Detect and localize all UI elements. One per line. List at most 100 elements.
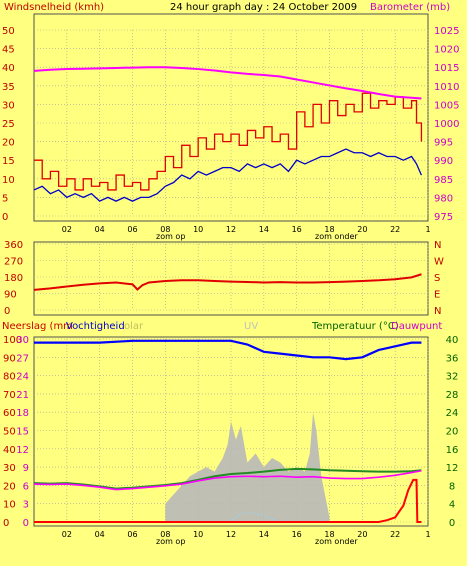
direction-y-tick: 270	[4, 257, 23, 268]
x-tick-top: 22	[390, 225, 400, 234]
dewpoint-y-tick: 21	[16, 390, 29, 401]
temperature-y-tick: 12	[446, 463, 459, 474]
rain-line	[34, 478, 422, 523]
wind-y-tick: 0	[2, 212, 8, 223]
x-tick-bottom: 02	[62, 530, 72, 539]
rain-y-tick: 70	[3, 390, 16, 401]
dewpoint-y-tick: 6	[23, 481, 29, 492]
direction-panel-frame	[33, 241, 429, 316]
temperature-y-tick: 24	[446, 408, 459, 419]
rain-y-tick: 20	[3, 481, 16, 492]
rain-y-tick: 0	[3, 518, 9, 529]
temperature-y-tick: 0	[449, 518, 455, 529]
wind-y-tick: 45	[2, 45, 15, 56]
x-tick-bottom: 20	[357, 530, 367, 539]
x-tick-top: 12	[226, 225, 236, 234]
rain-y-tick: 60	[3, 408, 16, 419]
sunset-label-bottom: zom onder	[315, 537, 358, 546]
direction-y-tick: 180	[4, 273, 23, 284]
x-tick-bottom: 06	[127, 530, 137, 539]
x-tick-top: 10	[193, 225, 203, 234]
x-tick-top: 14	[259, 225, 269, 234]
wind-y-tick: 15	[2, 156, 15, 167]
x-tick-bottom: 12	[226, 530, 236, 539]
weather-panel-frame	[33, 336, 429, 527]
sunset-label-top: zom onder	[315, 232, 358, 241]
direction-y-tick: 0	[4, 306, 10, 317]
rain-y-tick: 10	[3, 500, 16, 511]
temperature-y-tick: 20	[446, 427, 459, 438]
x-tick-bottom: 14	[259, 530, 269, 539]
x-tick-bottom: 18	[324, 530, 334, 539]
uv-axis-label: UV	[244, 321, 258, 332]
x-tick-bottom: 16	[292, 530, 302, 539]
rain-y-tick: 50	[3, 427, 16, 438]
dewpoint-line	[33, 469, 422, 491]
x-tick-bottom: 08	[160, 530, 170, 539]
barometer-axis-label: Barometer (mb)	[370, 2, 450, 13]
barometer-y-tick: 1000	[434, 119, 459, 130]
sunrise-label-top: zom op	[156, 232, 185, 241]
x-tick-top: 02	[62, 225, 72, 234]
wind-y-tick: 40	[2, 63, 15, 74]
x-tick-bottom: 10	[193, 530, 203, 539]
area-series	[165, 412, 330, 522]
dewpoint-y-tick: 30	[16, 335, 29, 346]
wind-y-tick: 50	[2, 26, 15, 37]
solar-area	[165, 412, 330, 522]
wind-y-tick: 25	[2, 119, 15, 130]
compass-tick: N	[434, 306, 441, 317]
chart-title: 24 hour graph day : 24 October 2009	[170, 2, 357, 13]
rain-y-tick: 30	[3, 463, 16, 474]
wind-axis-label: Windsnelheid (kmh)	[4, 2, 104, 13]
rain-axis-label: Neerslag (mm	[2, 321, 73, 332]
x-tick-bottom: 1	[425, 530, 430, 539]
dewpoint-y-tick: 18	[16, 408, 29, 419]
rain-y-tick: 40	[3, 445, 16, 456]
humidity-line	[34, 339, 422, 361]
temperature-y-tick: 16	[446, 445, 459, 456]
temperature-y-tick: 32	[446, 372, 459, 383]
sunrise-label-bottom: zom op	[156, 537, 185, 546]
dewpoint-y-tick: 24	[16, 372, 29, 383]
wind-direction-line	[33, 273, 422, 291]
x-tick-top: 20	[357, 225, 367, 234]
temperature-y-tick: 36	[446, 353, 459, 364]
wind-y-tick: 35	[2, 82, 15, 93]
barometer-y-tick: 975	[434, 212, 453, 223]
wind-y-tick: 30	[2, 100, 15, 111]
solar-axis-label: olar	[124, 321, 144, 332]
temperature-y-tick: 8	[449, 481, 455, 492]
temperature-axis-label: Temperatuur (°C)	[311, 321, 399, 332]
wind-speed-line	[34, 92, 423, 191]
dewpoint-axis-label: Dauwpunt	[391, 321, 442, 332]
compass-tick: W	[434, 257, 444, 268]
barometer-y-tick: 980	[434, 193, 453, 204]
dewpoint-y-tick: 3	[23, 500, 29, 511]
average-wind-line	[33, 148, 423, 202]
barometer-y-tick: 990	[434, 156, 453, 167]
line-series	[33, 66, 423, 523]
uv-line	[227, 511, 278, 523]
dewpoint-y-tick: 0	[23, 518, 29, 529]
compass-tick: N	[434, 240, 441, 251]
barometer-y-tick: 1020	[434, 45, 459, 56]
x-tick-bottom: 22	[390, 530, 400, 539]
direction-panel-grid	[34, 243, 429, 311]
barometer-y-tick: 1010	[434, 82, 459, 93]
weather-panel-grid	[34, 338, 429, 523]
barometer-y-tick: 995	[434, 138, 453, 149]
compass-tick: E	[434, 290, 440, 301]
tick-labels: 0510152025303540455097598098599099510001…	[2, 26, 459, 539]
x-tick-bottom: 04	[95, 530, 105, 539]
wind-y-tick: 5	[2, 193, 8, 204]
dewpoint-y-tick: 27	[16, 353, 29, 364]
barometer-y-tick: 1015	[434, 63, 459, 74]
x-tick-top: 16	[292, 225, 302, 234]
dewpoint-y-tick: 12	[16, 445, 29, 456]
temperature-y-tick: 28	[446, 390, 459, 401]
rain-y-tick: 80	[3, 372, 16, 383]
rain-y-tick: 90	[3, 353, 16, 364]
dewpoint-y-tick: 9	[23, 463, 29, 474]
